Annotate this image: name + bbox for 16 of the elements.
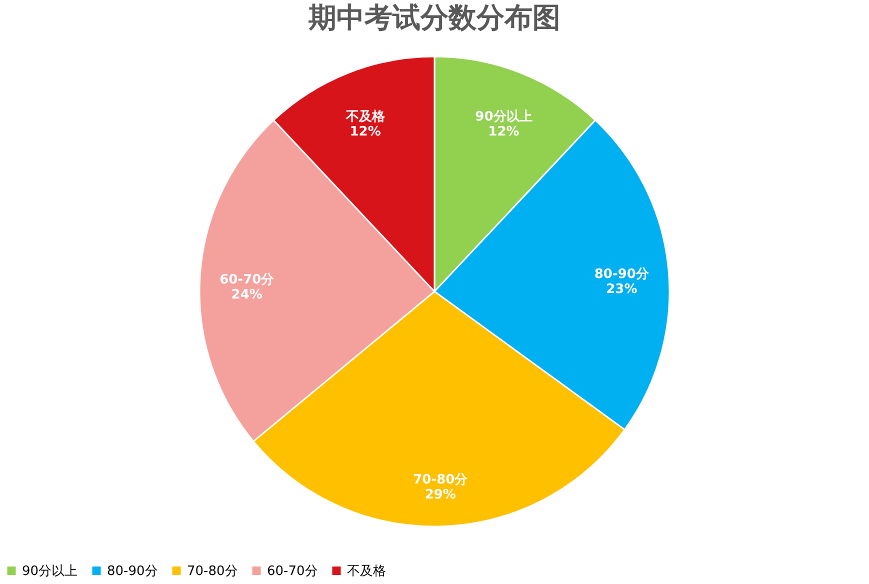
- legend-label: 60-70分: [267, 564, 318, 579]
- data-label: 12%: [488, 124, 520, 140]
- slice-label: 60-70分: [220, 272, 276, 288]
- data-label: 12%: [350, 124, 381, 140]
- legend-label: 90分以上: [22, 564, 78, 579]
- data-label: 29%: [424, 487, 456, 502]
- chart-title: 期中考试分数分布图: [308, 1, 560, 34]
- slice-label: 90分以上: [475, 110, 532, 125]
- legend-label: 80-90分: [107, 564, 158, 579]
- slice-label: 不及格: [344, 110, 386, 125]
- data-label: 23%: [606, 282, 638, 297]
- slice-label: 80-90分: [594, 266, 650, 282]
- legend-label: 不及格: [347, 564, 386, 579]
- data-label: 24%: [231, 288, 262, 303]
- slice-label: 70-80分: [413, 472, 469, 488]
- legend-label: 70-80分: [187, 564, 238, 579]
